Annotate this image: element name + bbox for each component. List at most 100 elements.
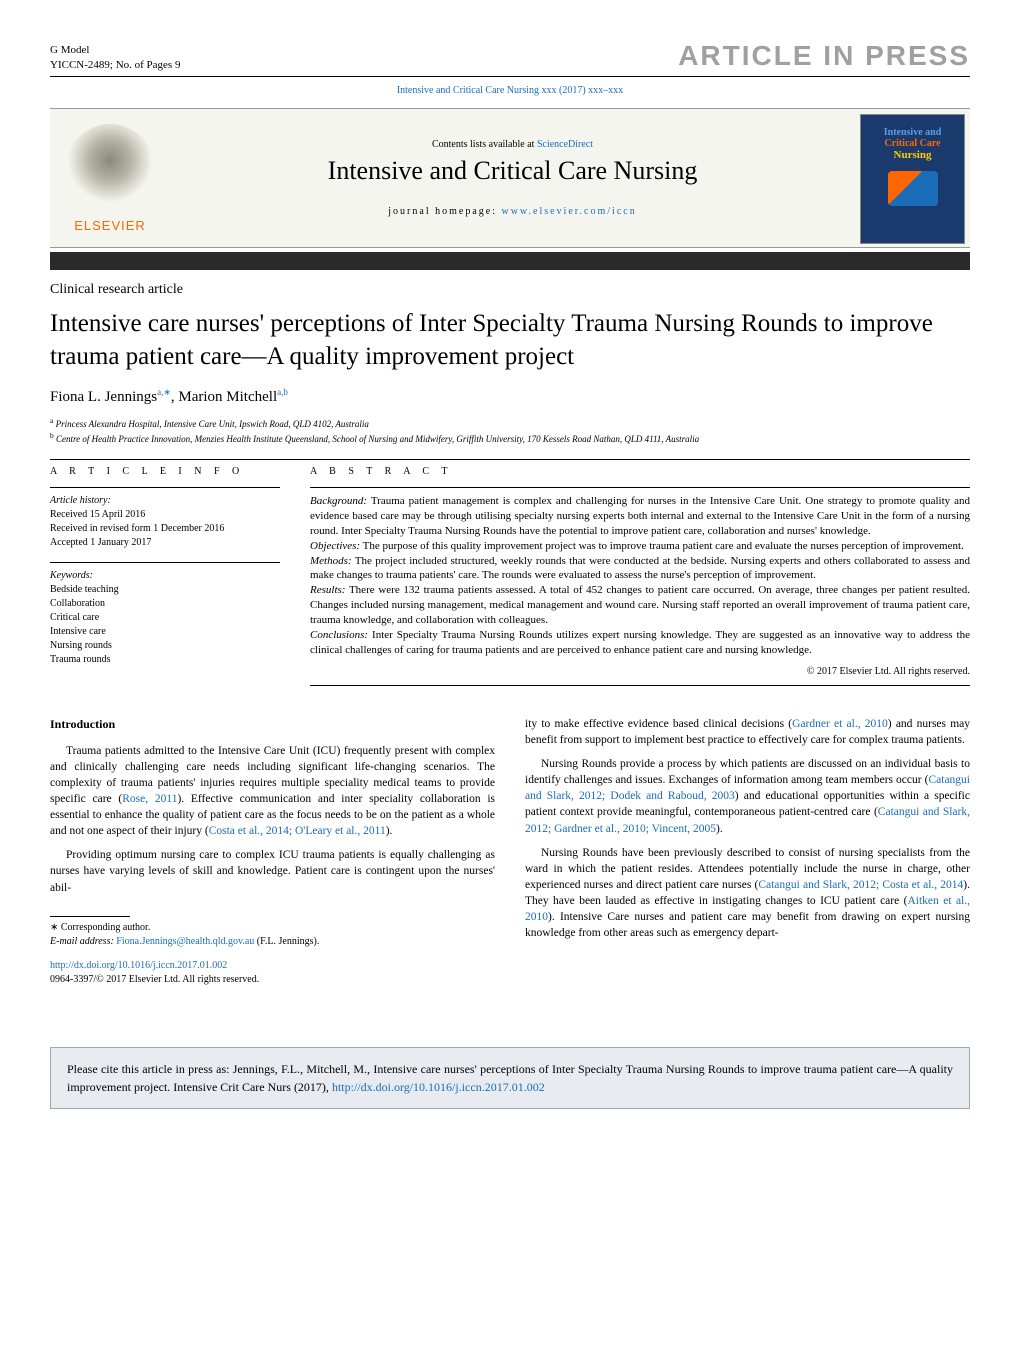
res-text: There were 132 trauma patients assessed.… — [310, 584, 970, 626]
keyword: Bedside teaching — [50, 583, 280, 597]
doc-id: YICCN-2489; No. of Pages 9 — [50, 58, 180, 72]
dark-bar — [50, 252, 970, 270]
para-5: Nursing Rounds have been previously desc… — [525, 845, 970, 942]
bg-text: Trauma patient management is complex and… — [310, 495, 970, 537]
article-in-press: ARTICLE IN PRESS — [678, 40, 970, 72]
journal-homepage: journal homepage: www.elsevier.com/iccn — [388, 206, 636, 217]
keywords-block: Keywords: Bedside teaching Collaboration… — [50, 569, 280, 667]
article-type: Clinical research article — [50, 282, 970, 298]
history-label: Article history: — [50, 494, 280, 508]
para-4: Nursing Rounds provide a process by whic… — [525, 756, 970, 836]
right-column: ity to make effective evidence based cli… — [525, 716, 970, 987]
bg-label: Background: — [310, 495, 367, 507]
cover-line-2: Critical Care — [884, 138, 940, 149]
ref-link[interactable]: Rose, 2011 — [122, 793, 177, 805]
sciencedirect-link[interactable]: ScienceDirect — [537, 139, 593, 150]
p5c: ). Intensive Care nurses and patient car… — [525, 911, 970, 939]
keyword: Collaboration — [50, 597, 280, 611]
conc-label: Conclusions: — [310, 629, 368, 641]
abstract-background: Background: Trauma patient management is… — [310, 494, 970, 539]
p4c: ). — [716, 823, 723, 835]
elsevier-tree-icon — [65, 124, 155, 214]
author-2-sup: a,b — [277, 387, 288, 397]
affil-b: b Centre of Health Practice Innovation, … — [50, 431, 970, 446]
elsevier-logo[interactable]: ELSEVIER — [50, 109, 170, 247]
journal-ref-link[interactable]: Intensive and Critical Care Nursing xxx … — [397, 85, 623, 96]
homepage-link[interactable]: www.elsevier.com/iccn — [501, 206, 636, 217]
journal-cover: Intensive and Critical Care Nursing — [860, 114, 965, 244]
obj-label: Objectives: — [310, 540, 360, 552]
article-history: Article history: Received 15 April 2016 … — [50, 494, 280, 550]
author-2: , Marion Mitchell — [171, 389, 277, 405]
affiliations: a Princess Alexandra Hospital, Intensive… — [50, 416, 970, 445]
para-1: Trauma patients admitted to the Intensiv… — [50, 743, 495, 840]
p1c: ). — [386, 825, 393, 837]
received: Received 15 April 2016 — [50, 508, 280, 522]
author-1: Fiona L. Jennings — [50, 389, 157, 405]
keyword: Nursing rounds — [50, 639, 280, 653]
doi-link[interactable]: http://dx.doi.org/10.1016/j.iccn.2017.01… — [50, 960, 227, 971]
email-suffix: (F.L. Jennings). — [254, 936, 319, 947]
divider — [50, 459, 970, 460]
email-label: E-mail address: — [50, 936, 116, 947]
affil-a-text: Princess Alexandra Hospital, Intensive C… — [56, 419, 369, 429]
ref-link[interactable]: Gardner et al., 2010 — [792, 718, 888, 730]
abstract-text: Background: Trauma patient management is… — [310, 494, 970, 679]
corresponding-author: ∗ Corresponding author. — [50, 921, 495, 935]
gmodel-label: G Model — [50, 43, 180, 57]
article-title: Intensive care nurses' perceptions of In… — [50, 308, 970, 373]
obj-text: The purpose of this quality improvement … — [360, 540, 964, 552]
journal-center: Contents lists available at ScienceDirec… — [170, 109, 855, 247]
journal-title: Intensive and Critical Care Nursing — [328, 156, 698, 186]
header-top: G Model YICCN-2489; No. of Pages 9 ARTIC… — [50, 40, 970, 77]
keyword: Trauma rounds — [50, 653, 280, 667]
divider — [310, 685, 970, 686]
journal-ref-line: Intensive and Critical Care Nursing xxx … — [50, 85, 970, 96]
revised: Received in revised form 1 December 2016 — [50, 522, 280, 536]
journal-header: ELSEVIER Contents lists available at Sci… — [50, 108, 970, 248]
authors: Fiona L. Jenningsa,∗, Marion Mitchella,b — [50, 387, 970, 406]
keyword: Intensive care — [50, 625, 280, 639]
contents-lists: Contents lists available at ScienceDirec… — [432, 139, 593, 150]
keyword: Critical care — [50, 611, 280, 625]
info-abstract-row: a r t i c l e i n f o Article history: R… — [50, 466, 970, 692]
para-3: ity to make effective evidence based cli… — [525, 716, 970, 748]
abstract-heading: a b s t r a c t — [310, 466, 970, 477]
footnote-separator — [50, 916, 130, 917]
email-link[interactable]: Fiona.Jennings@health.qld.gov.au — [116, 936, 254, 947]
info-column: a r t i c l e i n f o Article history: R… — [50, 466, 280, 692]
cite-doi-link[interactable]: http://dx.doi.org/10.1016/j.iccn.2017.01… — [332, 1080, 545, 1094]
abstract-results: Results: There were 132 trauma patients … — [310, 583, 970, 628]
body-columns: Introduction Trauma patients admitted to… — [50, 716, 970, 987]
gmodel-block: G Model YICCN-2489; No. of Pages 9 — [50, 43, 180, 72]
para-2: Providing optimum nursing care to comple… — [50, 847, 495, 895]
article-info-heading: a r t i c l e i n f o — [50, 466, 280, 477]
cover-line-3: Nursing — [894, 149, 932, 161]
doi-block: http://dx.doi.org/10.1016/j.iccn.2017.01… — [50, 959, 495, 987]
author-1-sup: a,∗ — [157, 387, 171, 397]
left-column: Introduction Trauma patients admitted to… — [50, 716, 495, 987]
contents-prefix: Contents lists available at — [432, 139, 537, 150]
conc-text: Inter Specialty Trauma Nursing Rounds ut… — [310, 629, 970, 656]
homepage-prefix: journal homepage: — [388, 206, 501, 217]
ref-link[interactable]: Catangui and Slark, 2012; Costa et al., … — [758, 879, 963, 891]
p4a: Nursing Rounds provide a process by whic… — [525, 758, 970, 786]
ref-link[interactable]: Costa et al., 2014; O'Leary et al., 2011 — [209, 825, 386, 837]
res-label: Results: — [310, 584, 345, 596]
p3a: ity to make effective evidence based cli… — [525, 718, 792, 730]
accepted: Accepted 1 January 2017 — [50, 536, 280, 550]
affil-b-text: Centre of Health Practice Innovation, Me… — [56, 434, 699, 444]
affil-a: a Princess Alexandra Hospital, Intensive… — [50, 416, 970, 431]
meth-text: The project included structured, weekly … — [310, 555, 970, 582]
divider — [50, 562, 280, 563]
divider — [50, 487, 280, 488]
keywords-label: Keywords: — [50, 569, 280, 583]
abstract-objectives: Objectives: The purpose of this quality … — [310, 539, 970, 554]
elsevier-text: ELSEVIER — [74, 218, 146, 233]
copyright: © 2017 Elsevier Ltd. All rights reserved… — [310, 665, 970, 679]
abstract-column: a b s t r a c t Background: Trauma patie… — [310, 466, 970, 692]
meth-label: Methods: — [310, 555, 352, 567]
footnote-block: ∗ Corresponding author. E-mail address: … — [50, 921, 495, 949]
intro-heading: Introduction — [50, 716, 495, 733]
abstract-methods: Methods: The project included structured… — [310, 554, 970, 584]
